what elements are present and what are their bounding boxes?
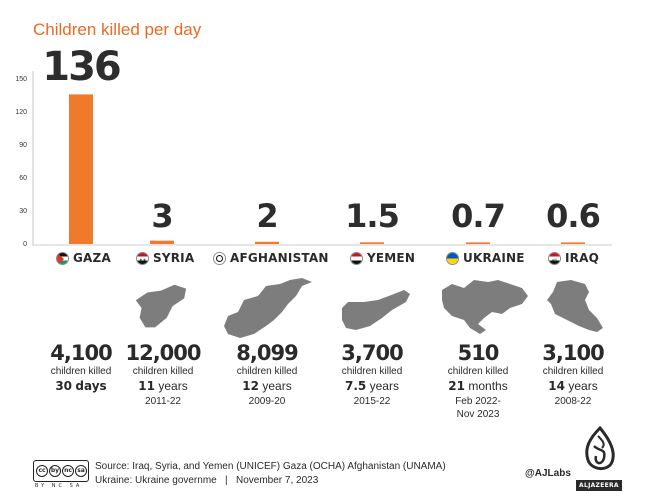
syria-flag-icon: ★★ [136,251,149,265]
children-killed-total: 4,100 [50,341,112,365]
children-killed-total: 8,099 [236,341,298,365]
duration-unit: months [468,379,508,393]
duration-number: 14 [548,379,565,393]
children-killed-caption: children killed [542,366,604,377]
bar-ukraine [466,242,490,244]
bar-yemen [360,242,384,244]
chart-title: Children killed per day [33,20,202,39]
stat-gaza: 4,100 children killed 30 days [31,340,131,395]
children-killed-total: 510 [457,341,500,365]
country-name: GAZA [73,251,111,265]
y-tick-label: 150 [15,76,27,83]
children-killed-caption: children killed [50,366,112,377]
stat-syria: 12,000 children killed 11 years 2011-22 [113,340,213,408]
bar-gaza [69,94,93,245]
stat-yemen: 3,700 children killed 7.5 years 2015-22 [322,340,422,408]
children-killed-caption: children killed [132,366,194,377]
duration: 21 months [428,378,528,395]
y-tick-label: 60 [19,175,27,182]
duration-number: 21 [448,379,465,393]
period: 2011-22 [145,396,181,407]
period: Feb 2022- Nov 2023 [455,396,501,420]
children-killed-total: 3,700 [341,341,403,365]
bar-syria [150,240,174,244]
period: 2009-20 [248,396,286,407]
aljazeera-logo-icon [585,426,615,470]
country-name: AFGHANISTAN [230,251,329,265]
palestine-flag-icon [56,251,69,265]
cc-icon: cc [36,465,48,477]
duration-number: 11 [138,379,155,393]
y-tick-label: 90 [19,142,27,149]
duration: 12 years [217,378,317,395]
iraq-map-icon [547,280,603,332]
duration: 7.5 years [322,378,422,395]
country-label-gaza: GAZA [56,249,111,267]
duration-number: 7.5 [345,379,367,393]
period: 2008-22 [554,396,592,407]
data-label-syria: 3 [151,197,172,235]
ukraine-map-icon [442,280,528,334]
children-killed-caption: children killed [447,366,509,377]
iraq-flag-icon: ﷲ [548,251,561,265]
license-caption: BY NC SA [35,483,83,489]
country-label-afghanistan: AFGHANISTAN [213,249,329,267]
syria-map-icon [135,284,187,328]
country-name: UKRAINE [463,251,525,265]
source-note: Source: Iraq, Syria, and Yemen (UNICEF) … [95,460,446,488]
afghanistan-map-icon [224,278,312,338]
country-label-syria: ★★ SYRIA [136,249,194,267]
yemen-flag-icon [350,251,363,265]
by-icon: by [49,465,61,477]
country-name: YEMEN [367,251,416,265]
stat-iraq: 3,100 children killed 14 years 2008-22 [523,340,623,408]
data-label-afghanistan: 2 [256,197,277,235]
children-killed-total: 3,100 [542,341,604,365]
children-killed-caption: children killed [341,366,403,377]
duration-unit: years [262,379,292,393]
period: 2015-22 [353,396,391,407]
yemen-map-icon [342,290,410,330]
country-name: IRAQ [565,251,599,265]
data-label-ukraine: 0.7 [451,197,505,235]
source-line-2: Ukraine: Ukraine governme | November 7, … [95,475,319,486]
duration-number: 30 [55,379,73,393]
ukraine-flag-icon [446,251,459,265]
stat-ukraine: 510 children killed 21 months Feb 2022- Nov… [428,340,528,421]
bar-iraq [561,242,585,244]
children-killed-caption: children killed [236,366,298,377]
footer: cc by nc sa BY NC SA Source: Iraq, Syria… [33,426,633,491]
duration-unit: years [568,379,598,393]
duration: 11 years [113,378,213,395]
duration-number: 12 [242,379,259,393]
afghanistan-flag-icon [213,251,226,265]
creative-commons-badge[interactable]: cc by nc sa [33,460,89,482]
nc-icon: nc [62,465,74,477]
stat-afghanistan: 8,099 children killed 12 years 2009-20 [217,340,317,408]
country-label-yemen: YEMEN [350,249,415,267]
duration: 30 days [31,378,131,395]
aljazeera-wordmark: ALJAZEERA [576,480,622,491]
country-label-ukraine: UKRAINE [446,249,525,267]
source-line-1: Source: Iraq, Syria, and Yemen (UNICEF) … [95,461,446,472]
duration-unit: years [369,379,399,393]
sa-icon: sa [75,465,87,477]
data-label-gaza: 136 [42,44,120,90]
country-name: SYRIA [153,251,195,265]
bar-chart: 0 30 60 90 120 150 136 3 2 1.5 0.7 0.6 [15,44,612,248]
duration-unit: years [158,379,188,393]
y-tick-label: 0 [23,241,27,248]
duration: 14 years [523,378,623,395]
y-tick-label: 30 [19,208,27,215]
data-label-iraq: 0.6 [546,197,600,235]
country-label-iraq: ﷲ IRAQ [548,249,599,267]
data-label-yemen: 1.5 [345,197,399,235]
children-killed-total: 12,000 [125,341,201,365]
bar-afghanistan [255,241,279,244]
y-tick-label: 120 [15,109,27,116]
duration-unit: days [75,379,107,393]
ajlabs-handle[interactable]: @AJLabs [525,468,571,479]
